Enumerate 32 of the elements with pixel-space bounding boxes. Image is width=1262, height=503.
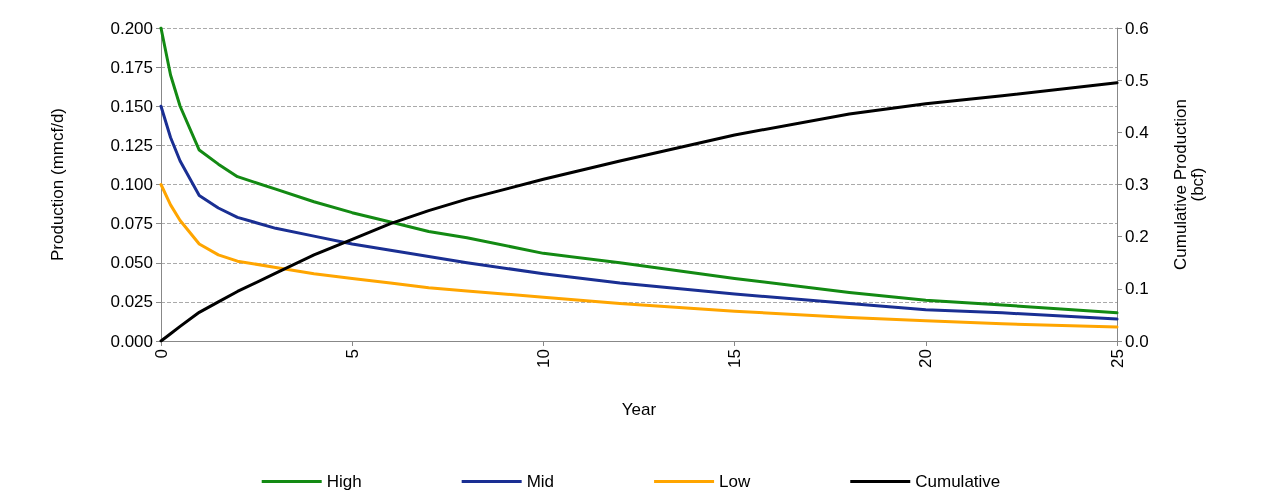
legend-label: Cumulative	[915, 472, 1001, 491]
y2-tick-label: 0.4	[1125, 122, 1149, 142]
y-tick-label: 0.200	[110, 18, 153, 38]
legend-label: Low	[719, 472, 751, 491]
y2-tick-label: 0.2	[1125, 227, 1149, 247]
y-tick-label: 0.175	[110, 57, 153, 77]
x-tick-label: 0	[151, 349, 171, 359]
y-tick-label: 0.150	[110, 96, 153, 116]
legend-label: High	[326, 472, 362, 491]
y-tick-label: 0.075	[110, 214, 153, 234]
y-axis-title: Production (mmcf/d)	[48, 107, 67, 262]
y2-tick-label: 0.6	[1125, 18, 1149, 38]
y-tick-label: 0.125	[110, 135, 153, 155]
line-series	[159, 104, 1119, 321]
y-tick-label: 0.025	[110, 292, 153, 312]
y2-tick-label: 0.1	[1125, 279, 1149, 299]
legend-label: Mid	[526, 472, 555, 491]
line-series	[159, 183, 1119, 329]
x-tick-label: 15	[725, 349, 745, 368]
y2-tick-label: 0.3	[1125, 175, 1149, 194]
y-tick-label: 0.100	[110, 175, 153, 194]
y2-tick-label: 0.0	[1125, 331, 1149, 351]
x-tick-label: 25	[1107, 349, 1127, 368]
line-series	[159, 26, 1119, 315]
x-tick-label: 20	[916, 349, 936, 368]
y-tick-label: 0.050	[110, 253, 153, 273]
x-tick-label: 5	[342, 349, 362, 359]
y2-axis-title: Cumulative Production (bcf)	[1171, 98, 1207, 271]
x-axis-title: Year	[621, 400, 657, 419]
y2-tick-label: 0.5	[1125, 70, 1149, 90]
x-tick-label: 10	[533, 349, 553, 368]
y-tick-label: 0.000	[110, 331, 153, 351]
